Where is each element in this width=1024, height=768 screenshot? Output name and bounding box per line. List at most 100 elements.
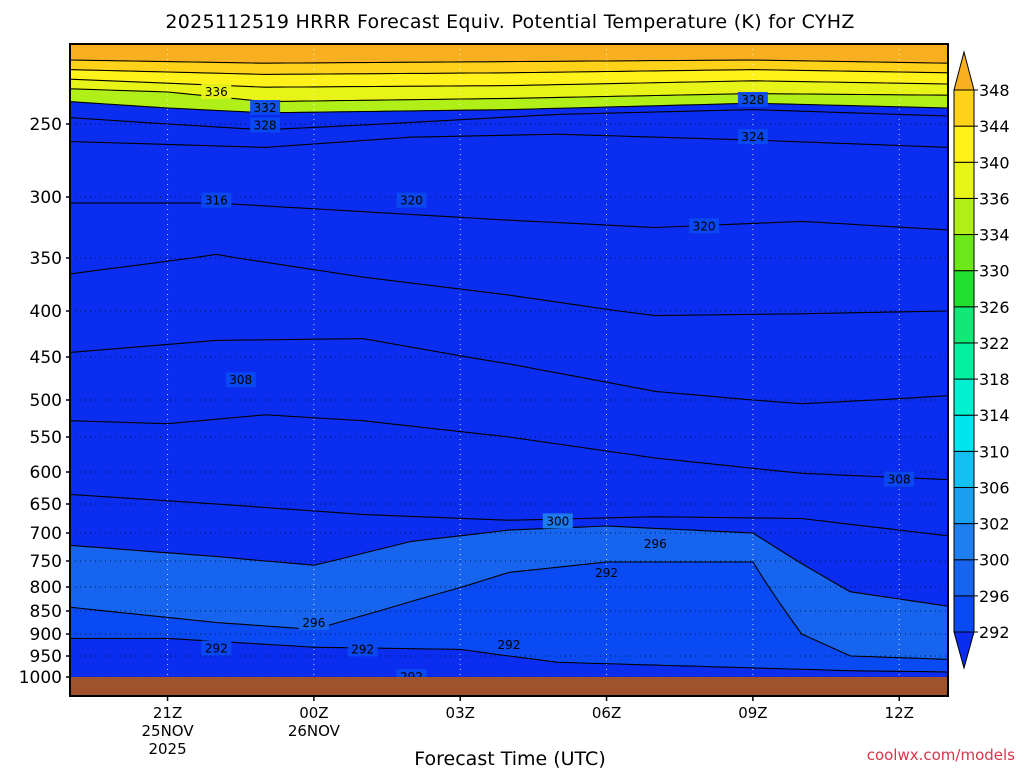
x-tick-label: 25NOV xyxy=(141,722,194,740)
contour-label: 328 xyxy=(737,92,768,107)
colorbar-extend-low xyxy=(953,631,975,670)
colorbar-label: 306 xyxy=(979,478,1010,497)
contour-line-304 xyxy=(69,493,949,537)
y-tick-label: 550 xyxy=(30,428,62,448)
contour-line-296 xyxy=(69,561,949,660)
colorbar-box xyxy=(953,306,975,344)
x-tick-label: 09Z xyxy=(738,704,767,722)
contour-line-300 xyxy=(69,525,949,607)
chart-title: 2025112519 HRRR Forecast Equiv. Potentia… xyxy=(165,11,854,33)
plot-area: 336 332 328 328 324 320 320 316 308 308 300 296 296 2… xyxy=(69,44,949,696)
colorbar-label: 300 xyxy=(979,551,1010,570)
contour-label-text: 296 xyxy=(644,537,667,551)
colorbar-label: 330 xyxy=(979,262,1010,281)
contour-label: 320 xyxy=(396,192,427,208)
contour-line-332 xyxy=(69,101,949,114)
colorbar: 292 296 300 302 306 310 314 318 322 326 330 334 336 3… xyxy=(953,50,1010,670)
colorbar-label: 314 xyxy=(979,406,1010,425)
contour-label-text: 332 xyxy=(254,101,277,115)
colorbar-label: 292 xyxy=(979,623,1010,642)
y-tick-label: 400 xyxy=(30,302,62,322)
contour-label: 300 xyxy=(542,513,573,529)
contour-label-text: 292 xyxy=(595,566,618,580)
y-tick-label: 750 xyxy=(30,552,62,572)
y-tick-label: 450 xyxy=(30,348,62,368)
x-tick-label: 2025 xyxy=(148,740,186,758)
colorbar-label: 340 xyxy=(979,153,1010,172)
contour-label-text: 320 xyxy=(400,194,423,208)
colorbar-box xyxy=(953,378,975,416)
colorbar-box xyxy=(953,234,975,272)
y-tick-label: 300 xyxy=(30,188,62,208)
y-tick-label: 1000 xyxy=(19,668,62,688)
contour-label: 336 xyxy=(201,84,232,99)
colorbar-box xyxy=(953,523,975,561)
contour-line-308 xyxy=(69,414,949,481)
axes: 250 300 350 400 450 500 550 600 650 700 750 800 850 9… xyxy=(19,43,949,758)
x-tick-label: 03Z xyxy=(446,704,475,722)
contour-label: 292 xyxy=(347,641,378,657)
colorbar-label: 344 xyxy=(979,117,1010,136)
contour-label: 316 xyxy=(201,192,232,208)
contour-label-text: 328 xyxy=(254,118,277,132)
contour-label: 324 xyxy=(737,129,768,145)
y-tick-label: 900 xyxy=(30,625,62,645)
y-tick-label: 600 xyxy=(30,463,62,483)
y-tick-label: 850 xyxy=(30,602,62,622)
colorbar-box xyxy=(953,125,975,163)
contour-label-text: 316 xyxy=(205,194,228,208)
contour-label-text: 300 xyxy=(546,514,569,528)
contour-label: 296 xyxy=(640,536,671,552)
colorbar-box xyxy=(953,414,975,452)
contour-line-312 xyxy=(69,338,949,405)
colorbar-label: 310 xyxy=(979,442,1010,461)
y-tick-label: 500 xyxy=(30,391,62,411)
colorbar-label: 302 xyxy=(979,515,1010,534)
contour-label-text: 308 xyxy=(888,473,911,487)
colorbar-box xyxy=(953,342,975,380)
colorbar-label: 336 xyxy=(979,189,1010,208)
colorbar-box xyxy=(953,450,975,488)
contour-label-text: 324 xyxy=(741,130,764,144)
y-tick-label: 250 xyxy=(30,115,62,135)
colorbar-label: 318 xyxy=(979,370,1010,389)
contour-label-text: 328 xyxy=(741,93,764,107)
colorbar-label: 326 xyxy=(979,298,1010,317)
contour-label-text: 336 xyxy=(205,85,228,99)
contour-line-316 xyxy=(69,253,949,317)
ground-layer xyxy=(70,677,948,696)
x-tick-label: 12Z xyxy=(885,704,914,722)
x-tick-label: 26NOV xyxy=(288,722,341,740)
colorbar-box xyxy=(953,486,975,525)
credit-text: coolwx.com/models xyxy=(867,746,1015,764)
colorbar-label: 348 xyxy=(979,81,1010,100)
colorbar-extend-high xyxy=(953,50,975,91)
y-tick-label: 350 xyxy=(30,249,62,269)
colorbar-box xyxy=(953,595,975,633)
x-axis-label: Forecast Time (UTC) xyxy=(414,748,605,768)
contour-label: 332 xyxy=(250,100,281,115)
y-tick-label: 650 xyxy=(30,495,62,515)
contour-line-328 xyxy=(69,109,949,131)
contour-label-text: 292 xyxy=(351,642,374,656)
contour-label: 308 xyxy=(884,471,915,487)
contour-label-text: 296 xyxy=(302,616,325,630)
colorbar-box xyxy=(953,270,975,308)
contour-label: 328 xyxy=(250,117,281,132)
colorbar-box xyxy=(953,197,975,236)
contour-label: 292 xyxy=(494,637,524,652)
contour-line-324 xyxy=(69,133,949,148)
y-tick-label: 800 xyxy=(30,578,62,598)
contour-label: 292 xyxy=(591,564,622,580)
plot-frame xyxy=(69,43,949,697)
y-tick-label: 950 xyxy=(30,647,62,667)
colorbar-label: 334 xyxy=(979,226,1010,245)
contour-line-348 xyxy=(69,59,949,64)
contour-label: 296 xyxy=(298,614,329,630)
colorbar-box xyxy=(953,559,975,597)
colorbar-box xyxy=(953,161,975,199)
colorbar-label: 296 xyxy=(979,587,1010,606)
contour-label-text: 292 xyxy=(498,638,521,652)
contour-label: 292 xyxy=(201,640,232,656)
contour-label: 320 xyxy=(689,218,720,234)
